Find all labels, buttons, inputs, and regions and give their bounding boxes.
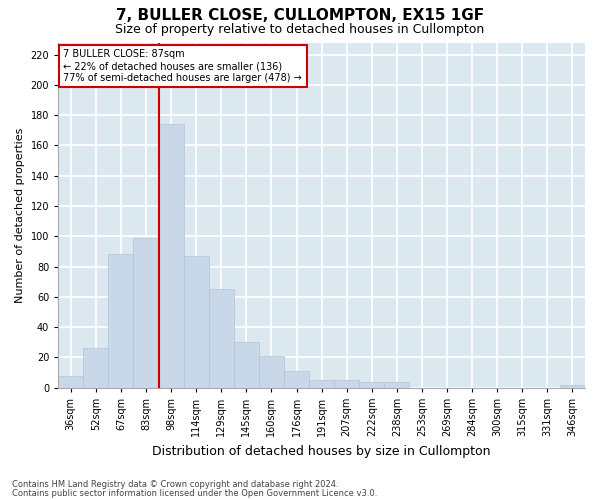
Y-axis label: Number of detached properties: Number of detached properties bbox=[15, 128, 25, 303]
Bar bbox=[109, 254, 133, 388]
Text: Size of property relative to detached houses in Cullompton: Size of property relative to detached ho… bbox=[115, 22, 485, 36]
Bar bbox=[334, 380, 359, 388]
Bar bbox=[560, 384, 585, 388]
Bar bbox=[284, 371, 309, 388]
Text: 7 BULLER CLOSE: 87sqm
← 22% of detached houses are smaller (136)
77% of semi-det: 7 BULLER CLOSE: 87sqm ← 22% of detached … bbox=[64, 50, 302, 82]
Bar bbox=[309, 380, 334, 388]
Text: Contains HM Land Registry data © Crown copyright and database right 2024.: Contains HM Land Registry data © Crown c… bbox=[12, 480, 338, 489]
Bar bbox=[83, 348, 109, 388]
Text: 7, BULLER CLOSE, CULLOMPTON, EX15 1GF: 7, BULLER CLOSE, CULLOMPTON, EX15 1GF bbox=[116, 8, 484, 22]
Bar bbox=[58, 376, 83, 388]
Bar bbox=[359, 382, 385, 388]
Bar bbox=[234, 342, 259, 388]
Bar bbox=[209, 289, 234, 388]
Bar bbox=[385, 382, 409, 388]
Bar bbox=[259, 356, 284, 388]
Bar bbox=[158, 124, 184, 388]
X-axis label: Distribution of detached houses by size in Cullompton: Distribution of detached houses by size … bbox=[152, 444, 491, 458]
Text: Contains public sector information licensed under the Open Government Licence v3: Contains public sector information licen… bbox=[12, 489, 377, 498]
Bar bbox=[184, 256, 209, 388]
Bar bbox=[133, 238, 158, 388]
